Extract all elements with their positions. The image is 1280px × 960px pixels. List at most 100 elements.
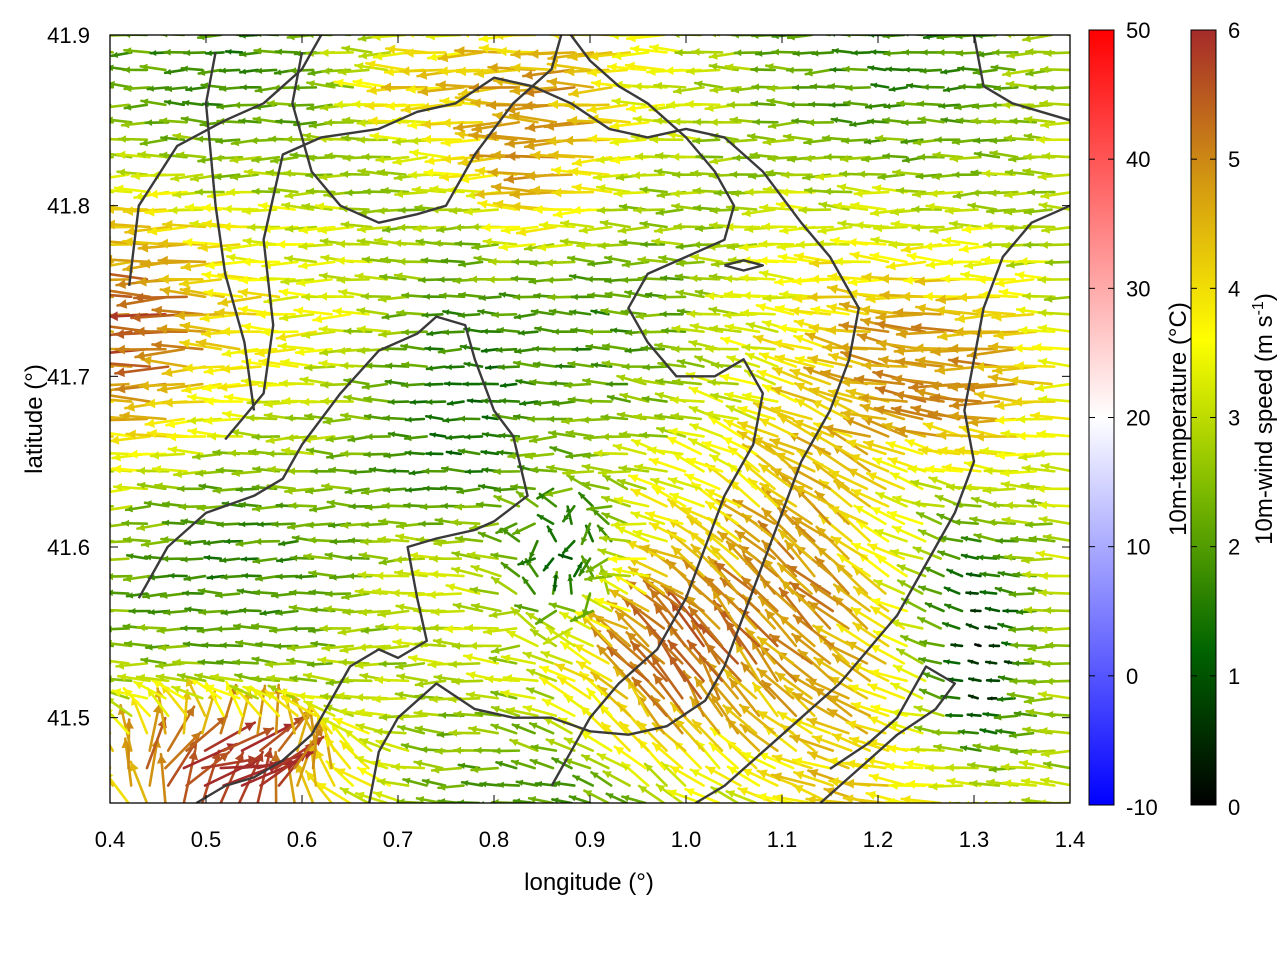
wind-arrow: [952, 518, 979, 526]
wind-arrow: [993, 713, 1019, 721]
wind-arrow: [667, 639, 705, 683]
wind-arrow: [1023, 696, 1053, 705]
wind-arrow: [751, 681, 779, 718]
wind-arrow: [546, 525, 558, 543]
wind-arrow: [502, 674, 539, 683]
wind-arrow: [758, 752, 795, 770]
wind-arrow: [344, 487, 370, 495]
wind-arrow: [1042, 606, 1070, 615]
wind-arrow: [490, 723, 518, 735]
wind-arrow: [966, 761, 998, 770]
wind-arrow: [848, 684, 887, 700]
wind-arrow: [845, 720, 887, 735]
wind-arrow: [231, 469, 262, 477]
wind-arrow: [967, 694, 979, 700]
wind-arrow: [157, 643, 188, 652]
wind-arrow: [203, 539, 225, 546]
wind-arrow: [110, 801, 112, 803]
wind-arrow: [581, 481, 610, 491]
wind-arrow: [946, 568, 964, 578]
wind-arrow: [722, 704, 758, 735]
wind-arrow: [593, 597, 631, 613]
wind-arrow: [910, 479, 943, 491]
wind-arrow: [111, 688, 149, 700]
wind-arrow: [110, 50, 115, 54]
wind-arrow: [1037, 690, 1070, 700]
wind-arrow: [1038, 515, 1070, 526]
wind-arrow: [110, 173, 112, 176]
wind-arrow: [924, 602, 945, 613]
wind-arrow: [717, 530, 758, 560]
wind-arrow: [806, 717, 850, 735]
wind-arrow: [1025, 624, 1053, 633]
wind-arrow: [110, 696, 112, 700]
x-tick-label: 1.3: [959, 827, 990, 852]
wind-arrow: [596, 684, 631, 718]
wind-speed-colorbar: 6 5 4 3 2 1 0 10m-wind speed (m s-1): [1190, 18, 1278, 820]
wind-arrow: [900, 634, 927, 648]
wind-arrow: [178, 503, 207, 511]
wind-arrow: [477, 483, 499, 491]
wind-arrow: [542, 557, 555, 572]
wind-arrow: [354, 587, 389, 596]
wind-arrow: [511, 723, 536, 735]
wind-arrow: [305, 521, 333, 529]
wind-arrow: [734, 641, 761, 683]
wind-arrow: [110, 592, 112, 595]
wind-arrow: [563, 737, 595, 752]
wind-arrow: [220, 609, 244, 616]
x-tick-label: 0.6: [287, 827, 318, 852]
colorbar-tick-label: 3: [1228, 406, 1240, 431]
wind-arrow: [341, 592, 370, 601]
wind-arrow: [180, 625, 204, 632]
wind-arrow: [1040, 462, 1070, 473]
wind-arrow: [490, 705, 521, 718]
wind-arrow: [726, 765, 761, 787]
wind-arrow: [303, 700, 336, 718]
wind-arrow: [382, 486, 407, 494]
wind-arrow: [480, 449, 499, 456]
wind-arrow: [235, 486, 259, 493]
wind-arrow: [979, 571, 1001, 578]
wind-arrow: [1038, 625, 1070, 634]
wind-arrow: [843, 778, 890, 789]
wind-arrow: [996, 696, 1016, 703]
wind-arrow: [632, 529, 668, 543]
wind-arrow: [943, 659, 961, 665]
wind-arrow: [182, 749, 199, 803]
wind-arrow: [517, 557, 536, 566]
wind-arrow: [649, 477, 684, 491]
wind-arrow: [1044, 677, 1070, 686]
wind-arrow: [578, 491, 595, 508]
wind-arrow: [445, 583, 481, 595]
wind-arrow: [595, 35, 629, 37]
wind-arrow: [1042, 760, 1070, 770]
wind-arrow: [994, 586, 1016, 595]
wind-arrow: [493, 486, 518, 494]
wind-arrow: [402, 777, 428, 787]
wind-arrow: [600, 495, 631, 508]
wind-arrow: [348, 503, 373, 510]
wind-arrow: [644, 511, 684, 526]
wind-arrow: [984, 625, 998, 630]
wind-arrow: [110, 103, 112, 107]
wind-arrow: [581, 463, 613, 473]
wind-arrow: [393, 569, 428, 578]
wind-arrow: [983, 466, 1019, 476]
wind-arrow: [266, 674, 299, 683]
colorbar-tick-label: 20: [1126, 406, 1150, 431]
wind-arrow: [289, 674, 318, 683]
wind-arrow: [778, 587, 813, 630]
wind-arrow: [976, 554, 998, 561]
wind-arrow: [891, 525, 927, 543]
wind-arrow: [194, 469, 225, 477]
wind-arrow: [580, 522, 592, 546]
wind-arrow: [259, 609, 281, 616]
wind-arrow: [289, 625, 315, 633]
wind-arrow: [608, 588, 650, 613]
wind-arrow: [974, 643, 982, 648]
wind-arrow: [110, 487, 112, 491]
wind-arrow: [439, 484, 463, 492]
wind-arrow: [912, 546, 943, 560]
wind-arrow: [924, 464, 964, 474]
